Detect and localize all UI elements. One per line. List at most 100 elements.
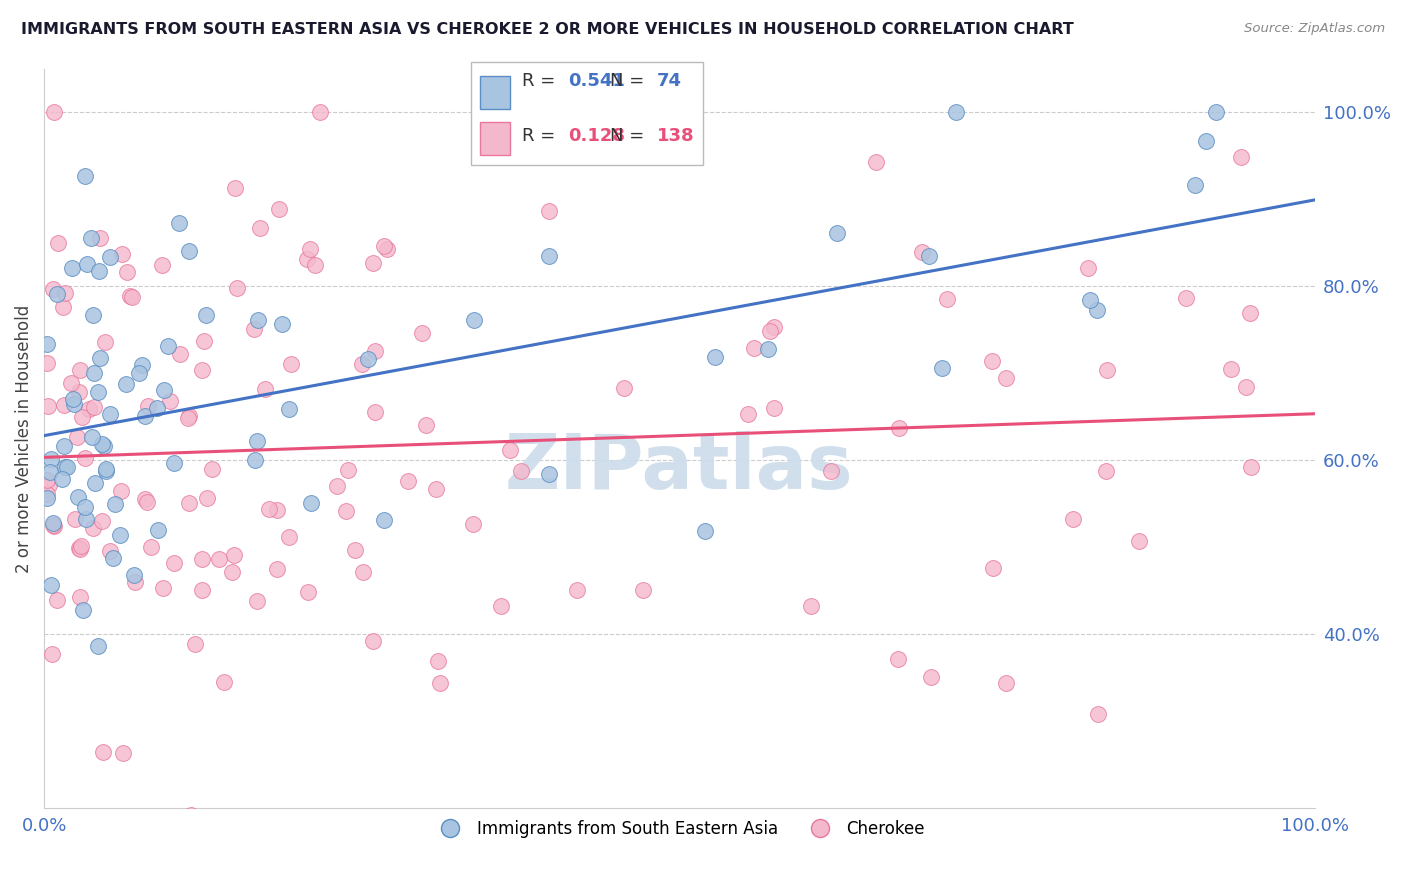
Point: [52, 300, 75, 314]
Point: [1220, 362, 1243, 376]
Point: [51, 472, 73, 486]
Point: [46, 593, 69, 607]
Point: [82, 309, 104, 323]
Point: [93, 438, 115, 452]
Point: [918, 249, 941, 263]
Point: [1128, 533, 1150, 548]
Point: [1184, 178, 1206, 192]
Point: [703, 350, 725, 364]
Point: [94, 462, 117, 476]
Point: [110, 483, 132, 498]
Point: [295, 252, 318, 266]
Point: [39, 466, 62, 480]
Point: [139, 540, 162, 554]
Point: [67, 384, 90, 399]
Point: [80, 429, 103, 443]
Point: [87, 264, 110, 278]
Point: [254, 382, 277, 396]
Point: [93, 745, 115, 759]
Point: [1174, 291, 1197, 305]
Point: [60, 376, 83, 391]
Point: [191, 552, 214, 566]
Point: [41, 282, 63, 296]
Point: [101, 550, 124, 565]
Point: [364, 405, 387, 419]
Point: [309, 105, 332, 120]
Point: [84, 476, 107, 491]
Point: [86, 639, 108, 653]
Point: [163, 556, 186, 570]
Point: [631, 582, 654, 597]
Point: [567, 582, 589, 597]
Point: [177, 409, 200, 423]
FancyBboxPatch shape: [471, 62, 703, 165]
Point: [299, 496, 322, 510]
Point: [350, 357, 373, 371]
Point: [131, 358, 153, 372]
Point: [195, 491, 218, 505]
Point: [297, 584, 319, 599]
Bar: [481, 122, 510, 155]
Point: [55, 460, 77, 475]
Point: [335, 504, 357, 518]
Point: [111, 247, 134, 261]
Point: [66, 429, 89, 443]
Point: [56, 460, 79, 475]
Point: [375, 242, 398, 256]
Point: [201, 462, 224, 476]
Point: [920, 670, 942, 684]
Point: [1195, 134, 1218, 148]
Point: [278, 530, 301, 544]
Point: [42, 517, 65, 532]
Point: [177, 496, 200, 510]
Point: [87, 833, 110, 847]
Point: [361, 256, 384, 270]
Point: [191, 362, 214, 376]
Point: [357, 352, 380, 367]
Point: [246, 594, 269, 608]
Legend: Immigrants from South Eastern Asia, Cherokee: Immigrants from South Eastern Asia, Cher…: [427, 814, 932, 845]
Point: [69, 363, 91, 377]
Point: [83, 366, 105, 380]
Text: Source: ZipAtlas.com: Source: ZipAtlas.com: [1244, 22, 1385, 36]
Point: [981, 561, 1004, 575]
Point: [463, 313, 485, 327]
Point: [153, 383, 176, 397]
Point: [1077, 260, 1099, 275]
Point: [67, 541, 90, 555]
Text: ZIPatlas: ZIPatlas: [505, 431, 853, 505]
Point: [935, 292, 957, 306]
Point: [510, 464, 533, 478]
Point: [69, 541, 91, 556]
Point: [1087, 707, 1109, 722]
Point: [35, 487, 58, 501]
Point: [184, 637, 207, 651]
Point: [1085, 302, 1108, 317]
Point: [48, 236, 70, 251]
Point: [945, 105, 967, 120]
Point: [63, 397, 86, 411]
Point: [65, 512, 87, 526]
Point: [246, 434, 269, 448]
Point: [62, 392, 84, 406]
Point: [152, 581, 174, 595]
Point: [89, 351, 111, 366]
Point: [364, 344, 387, 359]
Point: [361, 633, 384, 648]
Point: [426, 654, 449, 668]
Point: [224, 181, 246, 195]
Point: [98, 250, 121, 264]
Point: [134, 492, 156, 507]
Point: [80, 231, 103, 245]
Point: [121, 290, 143, 304]
Text: N =: N =: [610, 128, 650, 145]
Point: [425, 483, 447, 497]
Point: [980, 353, 1002, 368]
Text: R =: R =: [522, 128, 561, 145]
Point: [35, 491, 58, 506]
Point: [865, 155, 887, 169]
Point: [53, 399, 76, 413]
Point: [114, 376, 136, 391]
Point: [225, 281, 247, 295]
Point: [267, 202, 290, 217]
